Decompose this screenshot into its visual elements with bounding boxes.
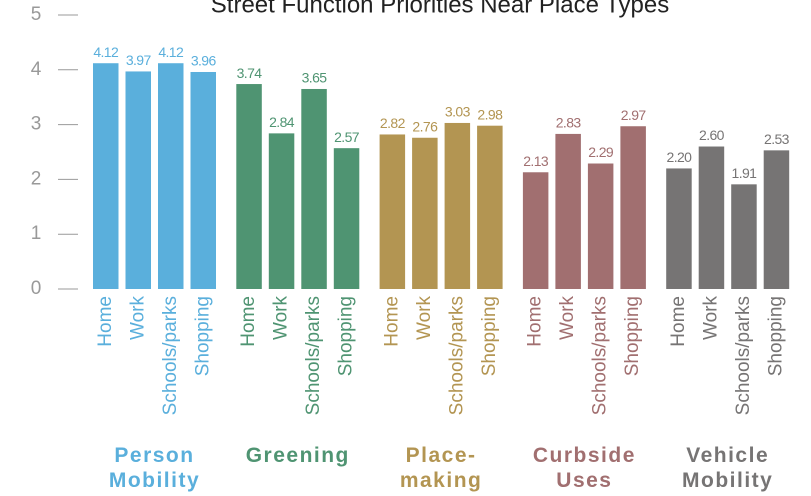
bar xyxy=(125,71,151,289)
value-label: 2.53 xyxy=(764,131,790,147)
group-label: Vehicle Mobility xyxy=(682,444,774,492)
x-tick-label: Schools/parks xyxy=(303,296,324,415)
value-label: 3.74 xyxy=(237,65,263,81)
bar xyxy=(620,126,646,289)
x-tick-label: Home xyxy=(95,296,116,347)
x-tick-label: Schools/parks xyxy=(160,296,181,415)
value-label: 2.13 xyxy=(523,153,549,169)
group-label: Curbside Uses xyxy=(532,444,636,492)
x-tick-label: Home xyxy=(238,296,259,347)
chart-title: Street Function Priorities Near Place Ty… xyxy=(211,0,669,18)
bar xyxy=(731,184,757,289)
x-tick-label: Home xyxy=(668,296,689,347)
bar xyxy=(666,168,692,289)
y-tick-label: 1 xyxy=(31,223,42,244)
value-label: 2.83 xyxy=(556,115,582,131)
x-tick-label: Schools/parks xyxy=(733,296,754,415)
x-tick-label: Shopping xyxy=(336,296,357,376)
x-tick-label: Shopping xyxy=(192,296,213,376)
group-label: Person Mobility xyxy=(108,444,201,492)
value-label: 3.03 xyxy=(445,104,471,120)
value-label: 2.98 xyxy=(477,106,503,122)
value-label: 4.12 xyxy=(158,44,184,60)
bar xyxy=(522,172,549,289)
value-label: 2.29 xyxy=(588,144,614,160)
x-tick-label: Work xyxy=(271,296,292,340)
value-label: 1.91 xyxy=(732,165,758,181)
bar xyxy=(444,122,471,290)
x-tick-label: Home xyxy=(381,296,402,347)
x-tick-label: Schools/parks xyxy=(590,296,611,415)
x-tick-label: Shopping xyxy=(622,296,643,376)
value-label: 2.20 xyxy=(667,149,693,165)
group-label: Greening xyxy=(245,444,350,467)
group-label: Place-making xyxy=(399,444,483,492)
value-label: 3.96 xyxy=(191,53,217,69)
bar xyxy=(301,88,327,289)
bar xyxy=(93,63,119,289)
value-label: 2.57 xyxy=(334,129,360,145)
y-tick-label: 5 xyxy=(31,4,42,25)
bar xyxy=(236,84,262,289)
x-tick-label: Work xyxy=(127,296,148,340)
bar xyxy=(190,71,216,289)
value-label: 3.65 xyxy=(302,70,328,86)
y-tick-label: 4 xyxy=(31,59,42,80)
bar xyxy=(555,133,581,289)
bar xyxy=(158,63,184,289)
value-label: 2.76 xyxy=(412,118,438,134)
value-label: 2.84 xyxy=(269,114,295,130)
bar xyxy=(268,133,295,289)
value-label: 2.97 xyxy=(621,107,647,123)
bar xyxy=(698,146,725,289)
x-tick-label: Schools/parks xyxy=(446,296,467,415)
y-tick-label: 3 xyxy=(31,114,42,135)
x-tick-label: Work xyxy=(557,296,578,340)
y-tick-label: 2 xyxy=(31,168,42,189)
bar xyxy=(587,163,614,289)
value-label: 2.82 xyxy=(380,115,406,131)
value-label: 3.97 xyxy=(126,52,152,68)
x-tick-label: Shopping xyxy=(479,296,500,376)
bar xyxy=(379,134,406,289)
x-tick-label: Work xyxy=(414,296,435,340)
bar xyxy=(763,150,790,289)
y-tick-label: 0 xyxy=(31,278,42,299)
value-label: 2.60 xyxy=(699,127,725,143)
value-label: 4.12 xyxy=(93,44,119,60)
bar xyxy=(333,148,360,289)
x-tick-label: Work xyxy=(700,296,721,340)
bar xyxy=(412,137,438,289)
x-tick-label: Shopping xyxy=(765,296,786,376)
bar xyxy=(477,125,503,289)
x-tick-label: Home xyxy=(525,296,546,347)
